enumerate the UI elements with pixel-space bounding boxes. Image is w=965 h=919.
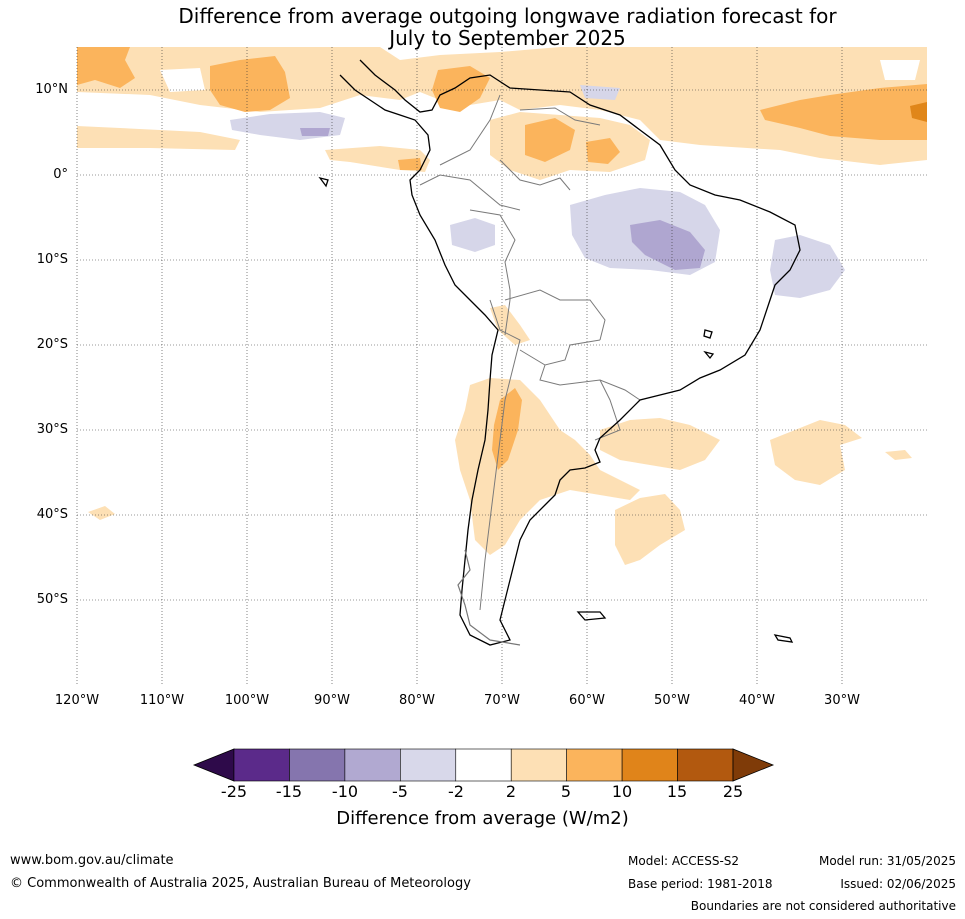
lon-label-60w: 60°W xyxy=(569,693,605,708)
lat-label-50s: 50°S xyxy=(36,592,68,607)
lon-label-110w: 110°W xyxy=(139,693,185,708)
colorbar-tick: 2 xyxy=(505,782,517,801)
anomaly-region-light-orange-north xyxy=(77,47,927,165)
footer-base-period: Base period: 1981-2018 xyxy=(628,877,773,891)
anomaly-region-light-orange-atlantic-3 xyxy=(770,420,862,485)
colorbar-swatch xyxy=(344,748,401,782)
anomaly-region-light-orange-pacific-south xyxy=(88,506,115,520)
colorbar-swatch xyxy=(289,748,346,782)
colorbar-tick: -25 xyxy=(220,782,248,801)
footer-website: www.bom.gov.au/climate xyxy=(10,853,174,868)
colorbar-tick: 10 xyxy=(611,782,633,801)
lon-label-100w: 100°W xyxy=(224,693,270,708)
footer-issued: Issued: 02/06/2025 xyxy=(840,877,956,891)
colorbar-label: Difference from average (W/m2) xyxy=(336,808,629,829)
lon-label-70w: 70°W xyxy=(484,693,520,708)
colorbar-tick: -2 xyxy=(448,782,464,801)
chart-title-line2: July to September 2025 xyxy=(389,26,626,50)
lon-label-50w: 50°W xyxy=(654,693,690,708)
footer-model: Model: ACCESS-S2 xyxy=(628,854,740,868)
footer-copyright: © Commonwealth of Australia 2025, Austra… xyxy=(10,876,471,891)
lat-label-0: 0° xyxy=(53,167,68,182)
chile-islands xyxy=(457,549,521,646)
anomaly-region-light-orange-atlantic-2 xyxy=(615,494,685,565)
anomaly-region-mid-orange-6 xyxy=(760,84,927,140)
anomaly-region-light-purple-2 xyxy=(770,235,845,298)
lat-label-30s: 30°S xyxy=(36,422,68,437)
colorbar-swatch xyxy=(566,748,623,782)
anomaly-region-mid-orange-1 xyxy=(77,47,135,88)
anomaly-region-light-orange-atlantic-1 xyxy=(600,418,720,470)
country-borders xyxy=(419,94,641,611)
lat-label-20s: 20°S xyxy=(36,337,68,352)
colorbar-extend-low xyxy=(192,748,235,782)
chart-title-line1: Difference from average outgoing longwav… xyxy=(178,4,837,28)
colorbar-swatch xyxy=(233,748,290,782)
coastline xyxy=(318,59,801,646)
lon-label-40w: 40°W xyxy=(739,693,775,708)
colorbar-tick: -15 xyxy=(275,782,303,801)
anomaly-region-mid-orange-2 xyxy=(210,56,290,112)
lon-label-80w: 80°W xyxy=(399,693,435,708)
colorbar-tick: 15 xyxy=(666,782,688,801)
anomaly-region-mid-orange-5 xyxy=(586,138,620,164)
anomaly-region-mid-orange-3 xyxy=(432,66,490,112)
lat-label-40s: 40°S xyxy=(36,507,68,522)
colorbar-swatch xyxy=(455,748,512,782)
colorbar-tick: -5 xyxy=(392,782,408,801)
lon-label-90w: 90°W xyxy=(314,693,350,708)
anomaly-region-light-orange-andes xyxy=(455,378,640,555)
colorbar-swatch xyxy=(510,748,567,782)
lon-label-30w: 30°W xyxy=(824,693,860,708)
lat-label-10n: 10°N xyxy=(35,82,68,97)
colorbar-tick: 5 xyxy=(560,782,572,801)
lon-label-120w: 120°W xyxy=(54,693,100,708)
olr-anomaly-layer xyxy=(77,47,927,565)
colorbar-swatch xyxy=(677,748,734,782)
anomaly-region-mid-orange-andes xyxy=(492,388,522,470)
colorbar-swatch xyxy=(400,748,457,782)
anomaly-region-dark-orange xyxy=(910,102,927,122)
anomaly-region-mid-orange-4 xyxy=(525,118,575,162)
colorbar-extend-high xyxy=(732,748,775,782)
graticule xyxy=(76,47,927,685)
anomaly-region-light-purple-3 xyxy=(450,218,495,252)
anomaly-region-light-orange-band xyxy=(77,126,240,150)
colorbar-swatch xyxy=(621,748,678,782)
anomaly-region-mid-purple-brazil xyxy=(630,220,705,270)
colorbar-tick: -10 xyxy=(331,782,359,801)
lat-label-10s: 10°S xyxy=(36,252,68,267)
footer-disclaimer: Boundaries are not considered authoritat… xyxy=(690,899,956,913)
colorbar-tick: 25 xyxy=(722,782,744,801)
map-canvas xyxy=(76,47,927,685)
footer-model-run: Model run: 31/05/2025 xyxy=(818,854,956,868)
